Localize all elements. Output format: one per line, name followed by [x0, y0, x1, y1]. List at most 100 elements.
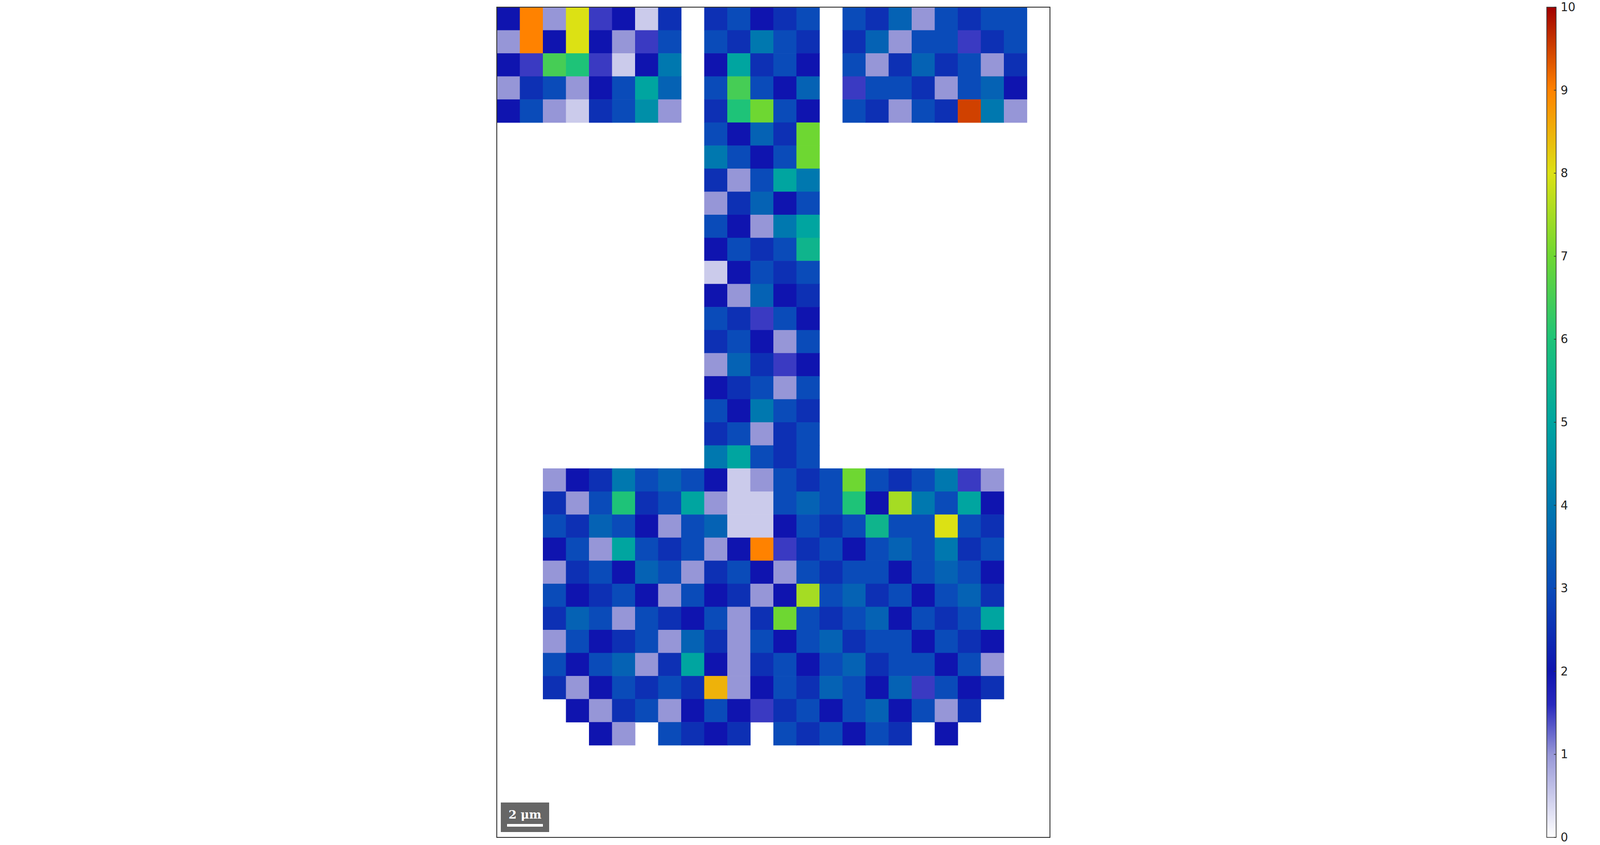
cell — [727, 468, 751, 492]
cell — [819, 514, 843, 538]
cell — [658, 99, 682, 123]
cell — [612, 584, 636, 608]
cell — [911, 606, 935, 631]
cell — [727, 99, 751, 123]
cell — [658, 76, 682, 100]
cell — [750, 122, 774, 146]
cell — [750, 284, 774, 308]
cell — [981, 7, 1005, 31]
cell — [588, 491, 613, 516]
cell — [842, 606, 867, 631]
cell — [566, 491, 590, 516]
cell — [681, 560, 705, 585]
cell — [957, 537, 982, 562]
cell — [957, 468, 982, 492]
cell — [612, 537, 636, 562]
cell — [796, 445, 820, 470]
cell — [888, 699, 913, 723]
cell — [865, 722, 889, 746]
cell — [773, 514, 797, 538]
cell — [842, 676, 867, 700]
cell — [842, 630, 867, 654]
cell — [750, 445, 774, 470]
cell — [612, 99, 636, 123]
cell — [865, 514, 889, 538]
cell — [819, 491, 843, 516]
cell — [612, 653, 636, 677]
cell — [796, 53, 820, 77]
cell — [842, 491, 867, 516]
cell — [911, 7, 935, 31]
cell — [727, 653, 751, 677]
cell — [796, 584, 820, 608]
cell — [819, 722, 843, 746]
cell — [773, 30, 797, 54]
cell — [773, 214, 797, 239]
cell — [796, 537, 820, 562]
cell — [888, 606, 913, 631]
cell — [934, 30, 959, 54]
cell — [658, 699, 682, 723]
cell — [566, 76, 590, 100]
colorbar-tick-label: 10 — [1560, 0, 1576, 14]
cell — [566, 30, 590, 54]
cell — [842, 584, 867, 608]
cell — [773, 560, 797, 585]
heatmap-cells — [496, 7, 1028, 746]
cell — [957, 76, 982, 100]
cell — [750, 468, 774, 492]
cell — [566, 560, 590, 585]
colorbar-tick — [1553, 89, 1557, 91]
cell — [842, 76, 867, 100]
cell — [773, 330, 797, 354]
cell — [796, 191, 820, 215]
cell — [957, 606, 982, 631]
cell — [750, 584, 774, 608]
cell — [865, 99, 889, 123]
cell — [542, 99, 567, 123]
cell — [612, 630, 636, 654]
cell — [750, 7, 774, 31]
cell — [773, 676, 797, 700]
cell — [957, 491, 982, 516]
cell — [750, 630, 774, 654]
cell — [842, 99, 867, 123]
cell — [750, 399, 774, 423]
cell — [750, 260, 774, 285]
cell — [635, 584, 659, 608]
cell — [957, 560, 982, 585]
cell — [566, 99, 590, 123]
colorbar-tick — [1553, 422, 1557, 423]
cell — [542, 584, 567, 608]
cell — [773, 307, 797, 331]
cell — [727, 30, 751, 54]
chart: 2 μm012345678910 — [0, 0, 1600, 845]
cell — [542, 30, 567, 54]
cell — [704, 699, 728, 723]
cell — [796, 560, 820, 585]
cell — [727, 560, 751, 585]
cell — [635, 630, 659, 654]
cell — [796, 722, 820, 746]
cell — [542, 606, 567, 631]
cell — [773, 238, 797, 262]
cell — [750, 53, 774, 77]
cell — [704, 722, 728, 746]
cell — [635, 606, 659, 631]
cell — [727, 284, 751, 308]
cell — [588, 653, 613, 677]
cell — [773, 122, 797, 146]
cell — [796, 422, 820, 446]
cell — [934, 630, 959, 654]
cell — [773, 353, 797, 377]
cell — [957, 653, 982, 677]
cell — [773, 53, 797, 77]
colorbar-ticks: 012345678910 — [1553, 0, 1576, 845]
cell — [750, 653, 774, 677]
cell — [635, 30, 659, 54]
cell — [773, 191, 797, 215]
cell — [750, 99, 774, 123]
cell — [934, 468, 959, 492]
cell — [888, 653, 913, 677]
cell — [911, 537, 935, 562]
